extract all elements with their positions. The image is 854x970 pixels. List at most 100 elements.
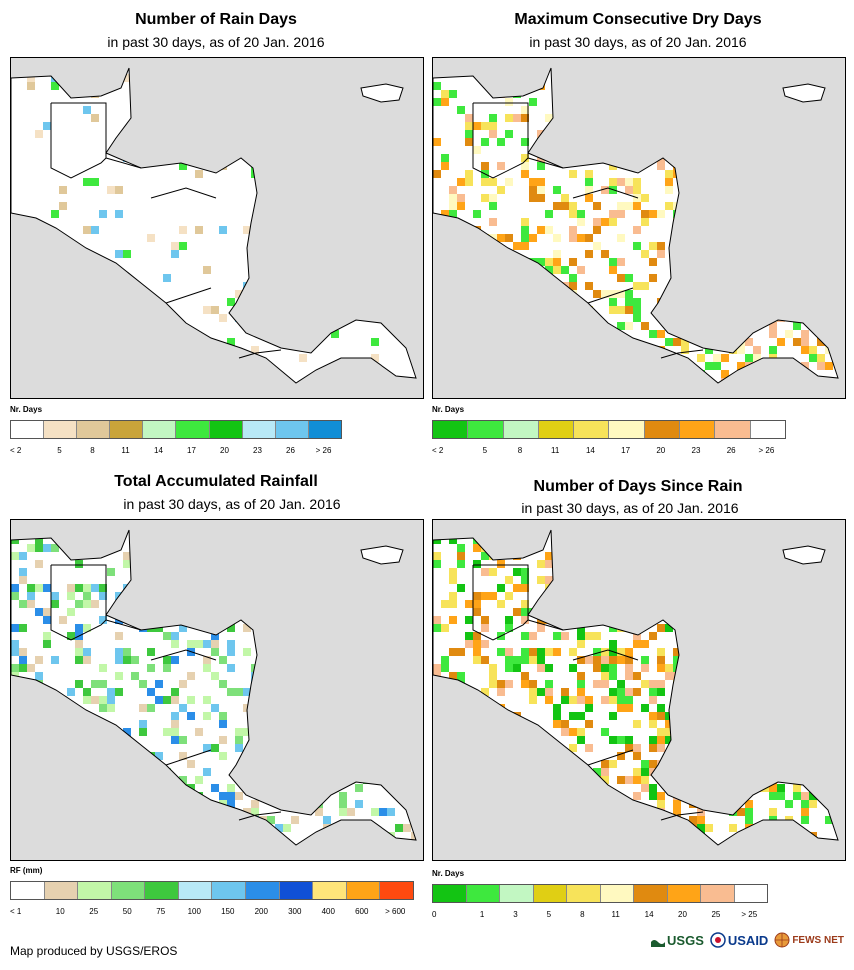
land-mass [433,68,838,383]
legend-tick-label: 8 [517,446,523,455]
legend-swatch [538,421,575,438]
jamaica-island [360,545,404,565]
country-border [660,349,704,359]
usgs-logo-text: USGS [667,932,704,948]
land-mass [11,530,416,845]
legend-tick-label: 100 [187,907,201,916]
panel-1-map [10,57,424,399]
legend-swatch [279,882,314,899]
legend-tick-label: < 2 [432,446,444,455]
panel-2-map [432,57,846,399]
legend-tick-label: 75 [156,907,166,916]
legend-swatch [78,882,112,899]
legend-swatch [44,882,79,899]
fewsnet-globe-icon [774,932,790,948]
panel-2-subtitle: in past 30 days, as of 20 Jan. 2016 [529,34,747,50]
country-border [587,287,634,304]
panel-2-legend-ticks: < 2 5 8 11 14 17 20 23 26 > 26 [432,446,784,458]
country-border [527,619,564,631]
map-canvas [433,529,839,846]
legend-swatch [178,882,213,899]
panel-4-map [432,519,846,861]
legend-tick-label: 8 [90,446,95,455]
legend-swatch [380,882,413,899]
coastline [11,529,417,846]
legend-tick-label: 0 [432,910,437,919]
legend-tick-label: 11 [611,910,620,919]
country-border [50,564,107,641]
legend-swatch [246,882,280,899]
legend-tick-label: 23 [691,446,701,455]
legend-tick-label: 300 [288,907,302,916]
legend-tick-label: 50 [122,907,132,916]
map-canvas [433,67,839,384]
legend-swatch [609,421,645,438]
legend-swatch [346,882,381,899]
legend-swatch [110,421,144,438]
legend-tick-label: 26 [726,446,736,455]
legend-swatch [308,421,341,438]
legend-tick-label: 20 [678,910,687,919]
country-border [527,157,564,169]
legend-swatch [275,421,309,438]
map-canvas [11,529,417,846]
legend-swatch [11,882,45,899]
coastline [433,67,839,384]
legend-tick-label: 20 [220,446,229,455]
legend-swatch [433,421,469,438]
legend-tick-label: 14 [644,910,654,919]
legend-swatch [176,421,210,438]
legend-swatch [242,421,276,438]
fewsnet-logo: FEWS NET [774,932,844,948]
legend-swatch [634,885,668,902]
usgs-wave-icon [651,940,666,947]
legend-swatch [644,421,681,438]
legend-tick-label: 11 [121,446,130,455]
map-credit: Map produced by USGS/EROS [10,944,178,958]
panel-2-title: Maximum Consecutive Dry Days [514,11,762,28]
legend-tick-label: 25 [89,907,99,916]
legend-swatch [567,885,601,902]
legend-swatch [750,421,785,438]
coastline [433,529,839,846]
legend-tick-label: 150 [221,907,235,916]
panel-3-title: Total Accumulated Rainfall [114,473,318,490]
legend-tick-label: 600 [355,907,369,916]
panel-1-subtitle: in past 30 days, as of 20 Jan. 2016 [107,34,325,50]
country-border [572,187,639,199]
country-border [587,749,634,766]
country-border [660,811,704,821]
legend-swatch [313,882,347,899]
agency-logos: USGS USAID FEWS NET [651,932,844,948]
country-border [105,619,142,631]
usaid-logo-text: USAID [727,932,769,948]
legend-tick-label: < 1 [10,907,22,916]
legend-tick-label: > 600 [385,907,406,916]
legend-tick-label: 23 [253,446,262,455]
legend-swatch [715,421,751,438]
jamaica-island [782,545,826,565]
country-border [165,287,212,304]
legend-swatch [433,885,467,902]
legend-swatch [680,421,716,438]
legend-tick-label: 5 [482,446,488,455]
legend-tick-label: 14 [585,446,595,455]
legend-swatch [600,885,634,902]
legend-tick-label: > 25 [741,910,758,919]
jamaica-island [782,83,826,103]
legend-tick-label: 20 [656,446,666,455]
panel-3-subtitle: in past 30 days, as of 20 Jan. 2016 [123,496,341,512]
panel-3-legend [10,881,414,900]
panel-3-map [10,519,424,861]
land-mass [11,68,416,383]
legend-swatch [574,421,610,438]
panel-1-legend-title: Nr. Days [10,405,43,414]
panel-4-title: Number of Days Since Rain [533,478,743,495]
map-canvas [11,67,417,384]
legend-tick-label: 400 [321,907,335,916]
legend-swatch [468,421,504,438]
country-border [165,749,212,766]
legend-tick-label: 3 [513,910,518,919]
panel-2-legend [432,420,786,439]
legend-swatch [500,885,534,902]
